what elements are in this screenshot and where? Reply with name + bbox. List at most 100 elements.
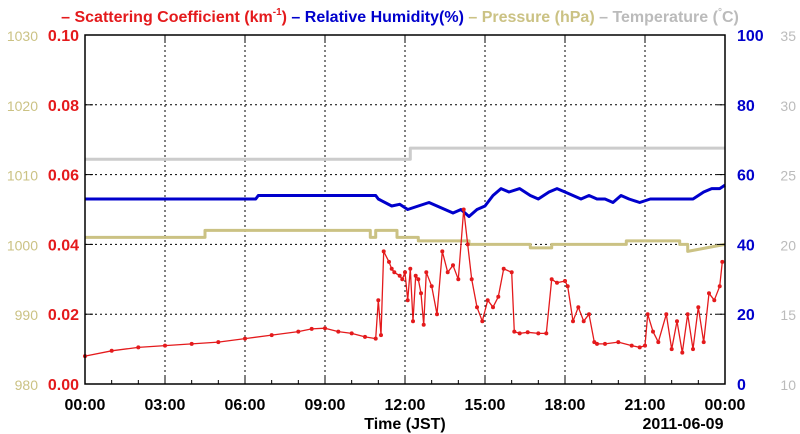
- x-tick-label: 00:00: [65, 397, 106, 414]
- scattering-point: [475, 305, 479, 310]
- x-tick-label: 06:00: [225, 397, 266, 414]
- legend-text: – Scattering Coefficient (km-1) – Relati…: [61, 7, 739, 26]
- scattering-point: [424, 270, 429, 275]
- scattering-point: [595, 341, 599, 346]
- scattering-point: [701, 340, 706, 345]
- scattering-point: [563, 279, 567, 283]
- date-label: 2011-06-09: [643, 416, 724, 433]
- scattering-point: [685, 312, 690, 317]
- scattering-point: [389, 266, 394, 271]
- scattering-point: [403, 270, 407, 275]
- scattering-point: [243, 336, 247, 341]
- scattering-point: [379, 333, 383, 338]
- x-tick-label: 12:00: [385, 397, 426, 414]
- scattering-point: [517, 331, 522, 336]
- scattering-point: [440, 249, 445, 254]
- x-tick-label: 03:00: [145, 397, 186, 414]
- scattering-point: [637, 345, 642, 350]
- x-tick-label: 00:00: [705, 397, 746, 414]
- pressure-series-line: [85, 228, 726, 253]
- x-tick-label: 18:00: [545, 397, 586, 414]
- pressure-tick-label: 1010: [7, 168, 38, 184]
- scattering-tick-label: 0.00: [48, 377, 79, 394]
- scattering-point: [549, 277, 554, 282]
- scattering-tick-label: 0.02: [48, 307, 79, 324]
- axes: 00:00 03:00 06:00 09:00 12:00 15:00 18:00 21:00…: [7, 28, 796, 414]
- series-layer: [83, 146, 726, 359]
- scattering-point: [465, 242, 470, 247]
- scattering-point: [680, 350, 685, 355]
- scattering-point: [501, 266, 506, 271]
- scattering-point: [296, 329, 301, 334]
- legend-superscript: °: [718, 7, 722, 18]
- humidity-tick-label: 20: [737, 307, 755, 324]
- scattering-point: [392, 270, 397, 275]
- legend-item: – Relative Humidity(%): [287, 9, 464, 26]
- scattering-point: [397, 273, 402, 278]
- scattering-point: [629, 343, 634, 348]
- temperature-tick-label: 35: [780, 28, 796, 44]
- scattering-point: [456, 277, 461, 282]
- scattering-point: [189, 341, 194, 346]
- scattering-point: [691, 347, 695, 352]
- humidity-tick-label: 80: [737, 98, 755, 115]
- humidity-tick-label: 0: [737, 377, 746, 394]
- pressure-tick-label: 1030: [7, 28, 38, 44]
- temperature-tick-label: 30: [780, 98, 796, 114]
- pressure-tick-label: 980: [15, 377, 39, 393]
- scattering-point: [587, 312, 591, 317]
- scattering-point: [525, 330, 530, 335]
- scattering-point: [309, 326, 314, 331]
- scattering-point: [616, 340, 621, 345]
- x-tick-label: 09:00: [305, 397, 346, 414]
- scattering-point: [645, 312, 650, 317]
- legend-item: – Pressure (hPa): [464, 9, 595, 26]
- scattering-point: [536, 331, 541, 336]
- scattering-point: [717, 284, 722, 289]
- scattering-point: [565, 284, 570, 289]
- scattering-point: [581, 319, 586, 324]
- scattering-point: [349, 331, 354, 336]
- scattering-point: [576, 305, 581, 310]
- pressure-tick-label: 990: [15, 307, 39, 323]
- scattering-point: [480, 319, 485, 324]
- scattering-tick-label: 0.04: [48, 237, 79, 254]
- scattering-point: [669, 347, 674, 352]
- scattering-point: [411, 319, 415, 324]
- x-tick-label: 15:00: [465, 397, 506, 414]
- scattering-point: [720, 259, 725, 264]
- legend-item-end: ): [282, 9, 287, 26]
- scattering-tick-label: 0.06: [48, 168, 79, 185]
- scattering-point: [643, 343, 647, 348]
- scattering-point: [445, 270, 450, 275]
- legend-item-end: C): [722, 9, 739, 26]
- scattering-point: [323, 326, 327, 331]
- scattering-point: [136, 345, 141, 350]
- scattering-point: [400, 277, 405, 282]
- scattering-point: [651, 329, 655, 334]
- scattering-point: [416, 277, 421, 282]
- scattering-tick-label: 0.10: [48, 28, 79, 45]
- scattering-point: [555, 280, 559, 285]
- scattering-point: [363, 334, 367, 339]
- temperature-series-line: [85, 146, 725, 161]
- temperature-tick-label: 20: [780, 237, 796, 253]
- scattering-point: [419, 291, 423, 296]
- x-tick-label: 21:00: [625, 397, 666, 414]
- scattering-point: [664, 312, 669, 317]
- scattering-point: [408, 266, 413, 271]
- scattering-point: [376, 298, 381, 303]
- pressure-tick-label: 1000: [7, 237, 38, 253]
- temperature-tick-label: 10: [780, 377, 796, 393]
- pressure-tick-label: 1020: [7, 98, 38, 114]
- scattering-point: [656, 340, 661, 345]
- scattering-tick-label: 0.08: [48, 98, 79, 115]
- scattering-point: [381, 249, 386, 254]
- legend-item: – Scattering Coefficient (km: [61, 9, 273, 26]
- scattering-point: [491, 305, 495, 310]
- scattering-point: [429, 284, 434, 289]
- scattering-point: [603, 341, 607, 346]
- x-axis-label: Time (JST): [364, 416, 446, 433]
- scattering-point: [269, 333, 274, 338]
- scattering-point: [435, 312, 439, 317]
